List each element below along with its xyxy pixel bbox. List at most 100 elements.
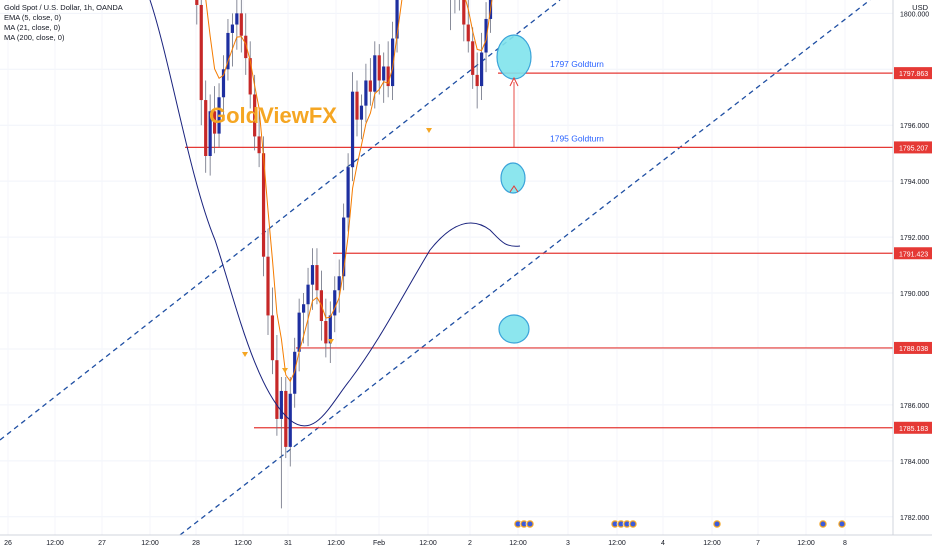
channel-line — [179, 0, 871, 536]
target-arrow-head — [509, 185, 519, 193]
ema-5-line — [205, 0, 493, 383]
candle-body — [213, 111, 217, 134]
event-flag-icon[interactable] — [818, 519, 828, 529]
y-tick-label: 1800.000 — [900, 11, 929, 18]
candle-body — [475, 74, 479, 87]
annotations: 1814 Goldturn AXIS1805 Goldturn1797 Gold… — [242, 34, 604, 373]
candle-body — [244, 35, 248, 59]
level-price-label: 1795.207 — [899, 145, 928, 152]
candle-body — [373, 55, 377, 92]
goldturn-circle — [496, 34, 532, 80]
event-flag-core — [624, 521, 630, 527]
chart-legend: Gold Spot / U.S. Dollar, 1h, OANDA EMA (… — [4, 3, 123, 43]
candle-body — [480, 52, 484, 87]
candle-body — [355, 91, 359, 120]
candle-body — [217, 97, 221, 134]
symbol-title: Gold Spot / U.S. Dollar, 1h, OANDA — [4, 3, 123, 12]
candle-body — [466, 24, 470, 42]
x-tick-label: 12:00 — [509, 540, 527, 547]
candle-body — [395, 0, 399, 39]
candle-body — [253, 94, 257, 137]
candle-body — [386, 66, 390, 87]
level-price-label: 1797.863 — [899, 71, 928, 78]
level-price-label: 1791.423 — [899, 251, 928, 258]
level-price-tag — [894, 67, 932, 80]
y-tick-label: 1796.000 — [900, 123, 929, 130]
x-tick-label: 4 — [661, 540, 665, 547]
x-tick-label: 12:00 — [141, 540, 159, 547]
target-arrow-head — [509, 76, 519, 87]
channel-line — [0, 0, 561, 441]
candle-body — [235, 13, 239, 25]
level-price-tag — [894, 421, 932, 434]
candle-body — [484, 18, 488, 53]
x-tick-label: 27 — [98, 540, 106, 547]
candle-body — [266, 256, 270, 316]
y-tick-label: 1794.000 — [900, 179, 929, 186]
event-flag-core — [521, 521, 527, 527]
level-price-tag — [894, 141, 932, 154]
event-flag-core — [612, 521, 618, 527]
moving-averages — [149, 0, 521, 427]
candle-body — [257, 136, 261, 154]
event-flag-icon[interactable] — [712, 519, 722, 529]
x-tick-label: 2 — [468, 540, 472, 547]
x-tick-label: 12:00 — [419, 540, 437, 547]
trend-channel — [0, 0, 871, 536]
x-tick-label: 28 — [192, 540, 200, 547]
indicator-ma-21[interactable]: MA (21, close, 0) — [4, 23, 61, 32]
candle-body — [315, 265, 319, 291]
event-flag-core — [714, 521, 720, 527]
candle-body — [333, 290, 337, 316]
y-tick-label: 1782.000 — [900, 515, 929, 522]
candle-body — [261, 153, 266, 257]
event-flag-icon[interactable] — [628, 519, 638, 529]
x-tick-label: 26 — [4, 540, 12, 547]
candle-body — [342, 217, 346, 277]
x-tick-label: 12:00 — [797, 540, 815, 547]
x-tick-label: 8 — [843, 540, 847, 547]
goldturn-circle — [498, 314, 530, 344]
level-price-tag — [894, 247, 932, 260]
level-price-tag — [894, 341, 932, 354]
signal-marker — [282, 368, 288, 373]
event-flag-core — [515, 521, 521, 527]
candle-body — [382, 66, 386, 81]
indicator-ema[interactable]: EMA (5, close, 0) — [4, 13, 62, 22]
x-tick-label: 12:00 — [234, 540, 252, 547]
candle-body — [195, 0, 199, 5]
currency-label: USD — [912, 3, 928, 12]
signal-marker — [242, 352, 248, 357]
candle-body — [310, 265, 315, 285]
candle-body — [270, 315, 275, 361]
event-flag-core — [630, 521, 636, 527]
candle-body — [350, 91, 355, 168]
candle-body — [226, 32, 230, 70]
indicator-ma-200[interactable]: MA (200, close, 0) — [4, 33, 65, 42]
candle-body — [248, 58, 252, 95]
level-lines — [185, 72, 893, 429]
time-axis: 26 12:00 27 12:00 28 12:00 31 12:00 Feb 12:00 2 12:… — [0, 519, 932, 547]
event-flag-icon[interactable] — [513, 519, 523, 529]
level-annotation: 1795 Goldturn — [550, 133, 604, 143]
candle-body — [302, 304, 306, 313]
event-flag-icon[interactable] — [525, 519, 535, 529]
x-tick-label: Feb — [373, 540, 385, 547]
candle-body — [199, 4, 203, 101]
price-axis: 1782.0001784.0001786.0001788.0001790.000… — [892, 0, 932, 550]
candle-body — [368, 80, 372, 92]
event-flag-icon[interactable] — [837, 519, 847, 529]
candle-body — [306, 284, 310, 305]
x-tick-label: 31 — [284, 540, 292, 547]
x-tick-label: 3 — [566, 540, 570, 547]
candle-body — [462, 0, 466, 25]
x-tick-label: 12:00 — [703, 540, 721, 547]
candle-body — [239, 13, 243, 36]
signal-marker — [328, 339, 334, 344]
candle-body — [297, 312, 301, 352]
candles — [195, 0, 493, 509]
candle-body — [337, 276, 341, 291]
level-price-label: 1788.038 — [899, 346, 928, 353]
